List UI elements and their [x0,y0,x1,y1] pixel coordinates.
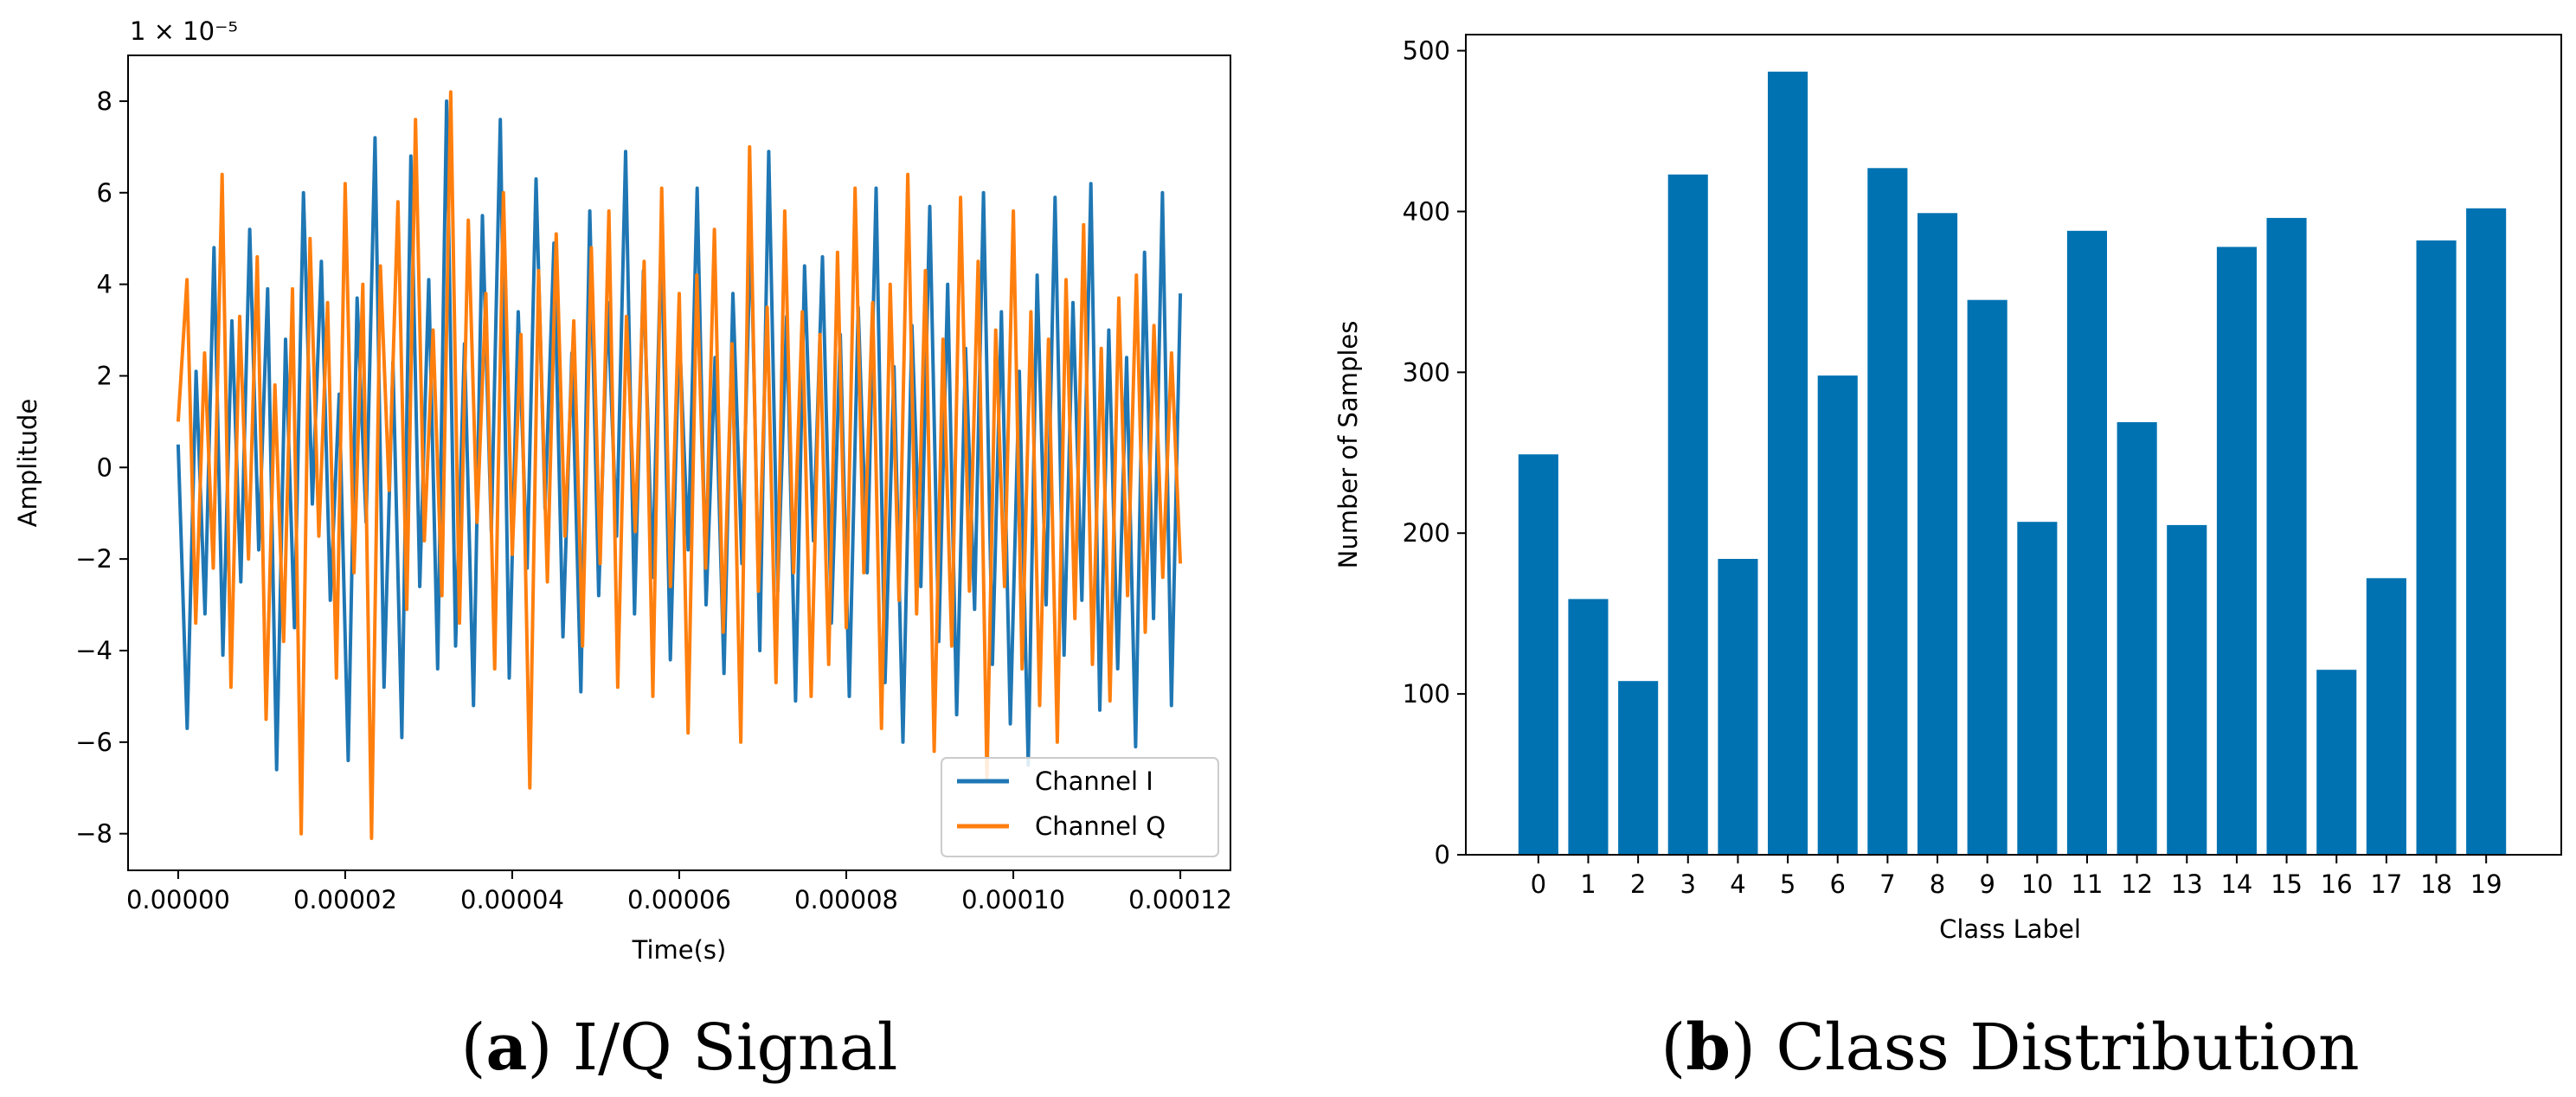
caption-a-label: a [485,1010,527,1085]
y-tick-label: 6 [97,178,112,208]
y-tick-label: −6 [75,728,112,757]
x-tick-label: 3 [1680,869,1696,899]
bar-class-2 [1618,681,1659,855]
bar-class-14 [2216,247,2257,855]
x-tick-label: 0.00004 [460,885,564,914]
bar-class-1 [1568,599,1609,855]
legend: Channel I Channel Q [941,757,1219,857]
plot-area-background [128,55,1230,870]
y-tick-label: −2 [75,544,112,574]
y-tick-label: 4 [97,270,112,299]
bar-class-3 [1667,174,1708,855]
x-tick-label: 10 [2021,869,2053,899]
x-axis-ticks: 0 1 2 3 4 5 6 7 8 9 10 11 12 13 14 15 16 17 18 19 [1531,855,2502,899]
plot-frame [1465,34,2562,856]
y-axis-ticks: −8 −6 −4 −2 0 2 4 6 8 [75,87,128,849]
series-line-channel-q [176,90,1183,840]
x-tick-label: 0 [1531,869,1546,899]
bar-class-8 [1918,213,1958,856]
x-tick-label: 0.00000 [126,885,230,914]
y-tick-label: 200 [1403,518,1450,548]
x-tick-label: 19 [2470,869,2502,899]
y-tick-label: 500 [1403,36,1450,66]
y-tick-label: 400 [1403,196,1450,226]
bars-group [1518,71,2507,856]
y-axis-label: Amplitude [13,399,42,528]
x-tick-label: 0.00006 [627,885,731,914]
caption-a: (a) I/Q Signal [461,1010,898,1085]
x-tick-label: 15 [2271,869,2303,899]
bar-class-7 [1867,168,1908,856]
x-tick-label: 16 [2321,869,2353,899]
x-axis-label: Time(s) [632,935,727,965]
series-group [176,90,1183,840]
bar-class-10 [2017,522,2058,855]
x-tick-label: 2 [1630,869,1646,899]
x-tick-label: 7 [1879,869,1895,899]
legend-box [941,757,1219,857]
caption-a-text: I/Q Signal [573,1010,898,1085]
x-tick-label: 0.00012 [1128,885,1232,914]
bar-class-5 [1768,71,1808,856]
y-tick-label: −8 [75,819,112,849]
caption-b-text: Class Distribution [1776,1010,2359,1085]
y-tick-label: 0 [97,452,112,482]
x-tick-label: 1 [1580,869,1596,899]
class-distribution-chart: 0 1 2 3 4 5 6 7 8 9 10 11 12 13 14 15 16 17 18 19 010020030… [1333,34,2562,944]
x-tick-label: 4 [1730,869,1745,899]
axis-scale-note: 1 × 10⁻⁵ [130,16,238,46]
y-tick-label: 300 [1403,357,1450,387]
x-tick-label: 14 [2220,869,2252,899]
bar-class-13 [2167,524,2207,855]
legend-label-channel-q: Channel Q [1035,812,1166,841]
x-tick-label: 5 [1780,869,1795,899]
x-tick-label: 8 [1930,869,1945,899]
x-tick-label: 0.00008 [794,885,898,914]
x-axis-ticks: 0.00000 0.00002 0.00004 0.00006 0.00008 0.000… [126,870,1232,914]
y-tick-label: 2 [97,361,112,390]
bar-class-16 [2316,670,2357,855]
x-tick-label: 18 [2420,869,2452,899]
bar-class-9 [1967,299,2007,855]
y-tick-label: 8 [97,87,112,116]
bar-class-4 [1718,559,1758,855]
y-tick-label: −4 [75,636,112,665]
bar-class-11 [2066,230,2107,855]
bar-class-18 [2416,240,2457,855]
y-axis-ticks: 0 100 200 300 400 500 [1403,36,1466,869]
bar-class-6 [1817,375,1858,856]
caption-b: (b) Class Distribution [1661,1010,2359,1085]
x-tick-label: 6 [1829,869,1845,899]
bar-class-17 [2366,578,2406,855]
x-tick-label: 13 [2171,869,2203,899]
bar-class-12 [2117,422,2157,855]
caption-b-label: b [1686,1010,1731,1085]
x-axis-label: Class Label [1939,914,2081,944]
legend-label-channel-i: Channel I [1035,767,1153,796]
bar-class-0 [1518,454,1558,855]
y-tick-label: 100 [1403,679,1450,709]
bar-class-15 [2266,217,2307,855]
y-axis-label: Number of Samples [1333,321,1363,569]
x-tick-label: 0.00010 [961,885,1065,914]
bar-class-19 [2466,208,2507,856]
x-tick-label: 11 [2072,869,2104,899]
x-tick-label: 0.00002 [293,885,397,914]
y-tick-label: 0 [1435,840,1450,869]
x-tick-label: 12 [2121,869,2153,899]
x-tick-label: 9 [1979,869,1995,899]
iq-signal-chart: 0.00000 0.00002 0.00004 0.00006 0.00008 0.000… [13,16,1232,965]
x-tick-label: 17 [2370,869,2402,899]
